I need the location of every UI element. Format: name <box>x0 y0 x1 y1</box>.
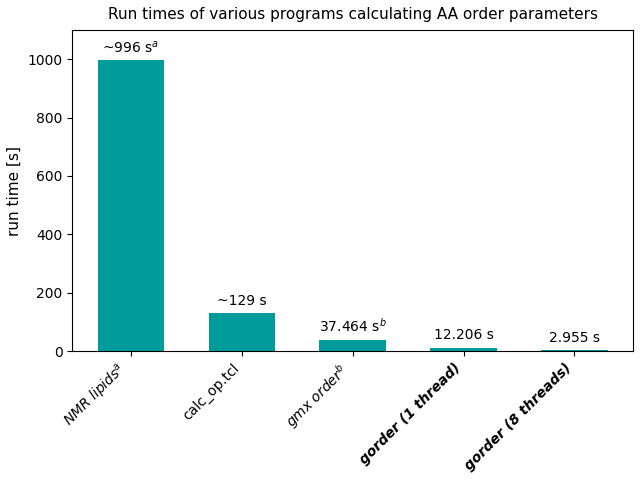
Bar <box>98 60 164 351</box>
Text: 37.464 s$^b$: 37.464 s$^b$ <box>319 317 387 335</box>
Bar <box>209 313 275 351</box>
Title: Run times of various programs calculating AA order parameters: Run times of various programs calculatin… <box>108 7 598 22</box>
Bar <box>430 348 497 351</box>
Bar <box>319 340 386 351</box>
Text: 12.206 s: 12.206 s <box>433 328 493 342</box>
Y-axis label: run time [s]: run time [s] <box>7 145 22 236</box>
Text: 2.955 s: 2.955 s <box>549 331 600 345</box>
Text: ~996 s$^a$: ~996 s$^a$ <box>102 39 160 55</box>
Text: ~129 s: ~129 s <box>217 294 267 308</box>
Bar <box>541 350 607 351</box>
